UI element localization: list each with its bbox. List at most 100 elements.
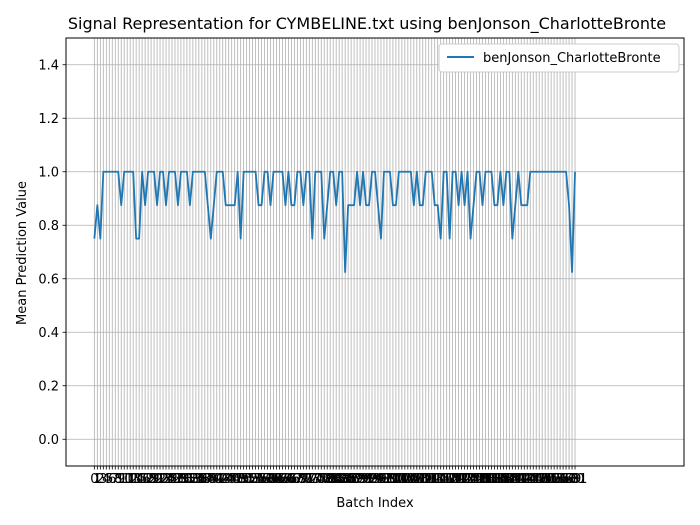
chart-title: Signal Representation for CYMBELINE.txt … [68, 14, 666, 34]
x-tick-label: 46 [223, 472, 240, 487]
x-tick-label: 45 [220, 472, 237, 487]
x-tick-label: 87 [346, 472, 363, 487]
x-tick-label: 135 [485, 472, 510, 487]
y-tick-label: 0.8 [38, 219, 59, 234]
x-tick-label: 77 [316, 472, 333, 487]
x-tick-label: 93 [364, 472, 381, 487]
x-tick-label: 86 [343, 472, 360, 487]
x-tick-label: 147 [521, 472, 546, 487]
x-tick-label: 9 [117, 472, 125, 487]
x-tick-label: 36 [194, 472, 211, 487]
x-tick-label: 160 [560, 472, 585, 487]
x-tick-label: 15 [131, 472, 148, 487]
grid [66, 38, 684, 466]
y-tick-label: 0.2 [38, 379, 59, 394]
x-tick-label: 14 [128, 472, 145, 487]
x-tick-label: 73 [304, 472, 321, 487]
x-tick-label: 88 [349, 472, 366, 487]
x-tick-label: 11 [119, 472, 136, 487]
x-tick-label: 61 [268, 472, 285, 487]
x-tick-label: 0 [90, 472, 98, 487]
x-tick-label: 122 [446, 472, 471, 487]
x-tick-label: 43 [214, 472, 231, 487]
x-tick-label: 125 [455, 472, 480, 487]
axes-frame [65, 37, 685, 467]
x-tick-label: 26 [164, 472, 181, 487]
x-tick-label: 37 [197, 472, 214, 487]
x-tick-label: 6 [108, 472, 116, 487]
x-tick-label: 90 [355, 472, 372, 487]
x-tick-label: 23 [155, 472, 172, 487]
x-tick-label: 27 [167, 472, 184, 487]
x-tick-label: 8 [114, 472, 122, 487]
x-tick-label: 120 [440, 472, 465, 487]
x-tick-label: 116 [428, 472, 453, 487]
legend-label: benJonson_CharlotteBronte [483, 51, 661, 66]
x-tick-label: 52 [241, 472, 258, 487]
x-tick-label: 28 [170, 472, 187, 487]
x-tick-label: 35 [191, 472, 208, 487]
x-tick-label: 92 [361, 472, 378, 487]
x-tick-label: 62 [271, 472, 288, 487]
x-tick-label: 131 [473, 472, 498, 487]
x-tick-label: 128 [464, 472, 489, 487]
x-tick-label: 85 [340, 472, 357, 487]
x-tick-label: 98 [379, 472, 396, 487]
x-tick-label: 76 [313, 472, 330, 487]
x-tick-label: 146 [518, 472, 543, 487]
x-tick-label: 159 [557, 472, 582, 487]
x-tick-label: 48 [229, 472, 246, 487]
x-tick-label: 34 [188, 472, 205, 487]
x-tick-label: 78 [319, 472, 336, 487]
x-tick-label: 58 [259, 472, 276, 487]
x-tick-label: 40 [206, 472, 223, 487]
x-tick-label: 49 [232, 472, 249, 487]
x-tick-label: 114 [422, 472, 447, 487]
x-tick-label: 148 [524, 472, 549, 487]
x-tick-label: 129 [467, 472, 492, 487]
series-line [93, 170, 576, 273]
x-tick-label: 66 [283, 472, 300, 487]
x-tick-label: 161 [563, 472, 588, 487]
x-tick-label: 142 [506, 472, 531, 487]
x-tick-label: 100 [380, 472, 405, 487]
x-tick-label: 112 [416, 472, 441, 487]
x-tick-label: 29 [173, 472, 190, 487]
x-tick-label: 65 [280, 472, 297, 487]
x-tick-label: 91 [358, 472, 375, 487]
x-tick-label: 79 [322, 472, 339, 487]
x-tick-label: 97 [376, 472, 393, 487]
x-tick-label: 158 [554, 472, 579, 487]
x-tick-label: 149 [527, 472, 552, 487]
x-ticks: 0123456789101112131415161718192021222324… [90, 466, 587, 487]
x-tick-label: 44 [217, 472, 234, 487]
x-tick-label: 150 [530, 472, 555, 487]
x-tick-label: 119 [437, 472, 462, 487]
x-tick-label: 124 [452, 472, 477, 487]
x-tick-label: 17 [137, 472, 154, 487]
x-tick-label: 137 [491, 472, 516, 487]
x-tick-label: 25 [161, 472, 178, 487]
x-tick-label: 143 [509, 472, 534, 487]
legend-box [438, 43, 680, 73]
x-tick-label: 71 [298, 472, 315, 487]
x-tick-label: 55 [250, 472, 267, 487]
x-tick-label: 134 [482, 472, 507, 487]
x-tick-label: 144 [512, 472, 537, 487]
x-tick-label: 42 [211, 472, 228, 487]
x-tick-label: 138 [494, 472, 519, 487]
x-tick-label: 109 [407, 472, 432, 487]
x-tick-label: 102 [386, 472, 411, 487]
y-tick-label: 1.4 [38, 58, 59, 73]
x-tick-label: 89 [352, 472, 369, 487]
x-tick-label: 126 [458, 472, 483, 487]
x-tick-label: 118 [434, 472, 459, 487]
x-tick-label: 21 [149, 472, 166, 487]
x-tick-label: 31 [179, 472, 196, 487]
x-tick-label: 111 [413, 472, 438, 487]
x-tick-label: 75 [310, 472, 327, 487]
x-tick-label: 108 [404, 472, 429, 487]
x-tick-label: 47 [226, 472, 243, 487]
